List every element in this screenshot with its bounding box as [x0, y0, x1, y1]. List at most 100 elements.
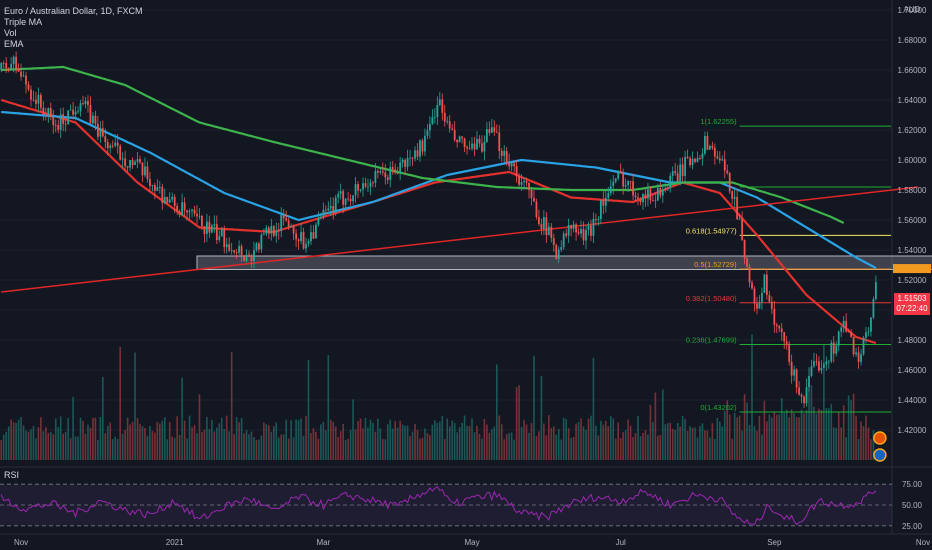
volume-bar: [5, 431, 7, 460]
event-markers[interactable]: [873, 431, 887, 462]
volume-bar: [401, 424, 404, 460]
volume-bar: [746, 402, 748, 460]
volume-bar: [87, 424, 89, 460]
candle-body: [713, 147, 716, 157]
volume-bar: [359, 418, 362, 460]
volume-bar: [320, 424, 322, 460]
candle-body: [738, 218, 741, 220]
volume-bar: [761, 434, 763, 460]
volume-bar: [322, 421, 325, 460]
candle-body: [235, 252, 238, 254]
volume-bar: [382, 438, 384, 460]
candle-body: [20, 71, 22, 77]
candle-body: [463, 138, 466, 147]
trendline-line: [1, 186, 919, 293]
price-tick-label: 1.58000: [898, 186, 927, 195]
price-axis[interactable]: AUD 1.68000 1.66000 1.64000 1.62000 1.60000 1.…: [893, 5, 931, 435]
candle-body: [813, 361, 815, 367]
candle-body: [186, 210, 188, 213]
volume-bar: [369, 419, 372, 460]
candle-body: [711, 145, 714, 148]
candle-body: [513, 163, 516, 167]
time-axis[interactable]: Nov2021MarMayJulSepNov2022MarMayJulSepNo…: [14, 538, 932, 547]
candle-body: [144, 166, 146, 176]
volume-bar: [533, 355, 535, 460]
volume-bar: [32, 426, 35, 460]
support-resistance-zone: [196, 255, 932, 270]
candle-body: [253, 250, 255, 262]
candle-body: [604, 197, 607, 206]
volume-bar: [260, 435, 263, 460]
volume-bar: [290, 420, 292, 460]
candle-body: [461, 136, 464, 139]
volume-bar: [718, 421, 721, 460]
support-zone[interactable]: [196, 255, 932, 270]
candle-body: [820, 367, 823, 371]
candle-body: [99, 128, 102, 137]
candle-body: [567, 225, 570, 236]
volume-bar: [295, 419, 297, 460]
volume-bar: [216, 427, 218, 460]
candle-body: [540, 223, 543, 229]
candle-body: [872, 299, 875, 318]
volume-bar: [476, 425, 478, 460]
volume-bar: [45, 427, 47, 460]
trendline[interactable]: [1, 186, 919, 293]
time-tick-label: Mar: [316, 538, 330, 547]
rsi-label[interactable]: RSI: [4, 470, 20, 480]
volume-bar: [820, 410, 823, 460]
volume-bar: [349, 429, 352, 460]
volume-bar: [339, 431, 342, 460]
candle-body: [49, 108, 52, 118]
candle-body: [312, 232, 315, 239]
volume-bar: [171, 436, 174, 460]
candle-body: [545, 217, 548, 236]
time-tick-label: 2021: [166, 538, 184, 547]
price-tick-label: 1.64000: [898, 96, 927, 105]
candle-body: [25, 75, 27, 85]
candle-body: [267, 227, 270, 234]
candle-body: [416, 150, 419, 157]
candle-body: [847, 331, 850, 333]
candle-body: [114, 142, 117, 146]
candle-body: [818, 361, 820, 371]
time-tick-label: Nov: [916, 538, 930, 547]
candle-body: [689, 158, 691, 166]
volume-bar: [372, 422, 374, 460]
volume-bar: [15, 422, 17, 460]
volume-bar: [701, 423, 704, 460]
candle-body: [57, 125, 60, 130]
volume-bar: [552, 426, 555, 460]
volume-bar: [686, 430, 689, 460]
candle-body: [111, 145, 114, 147]
candle-body: [778, 326, 781, 329]
volume-bar: [748, 424, 751, 460]
indicator-vol[interactable]: Vol: [4, 28, 17, 38]
candle-body: [701, 153, 704, 159]
volume-bar: [354, 429, 357, 460]
candle-body: [2, 63, 5, 64]
candle-body: [552, 238, 555, 245]
symbol-title[interactable]: Euro / Australian Dollar, 1D, FXCM: [4, 6, 143, 16]
candle-body: [342, 191, 345, 205]
volume-bar: [523, 420, 525, 460]
candle-body: [490, 127, 493, 133]
volume-bar: [674, 429, 676, 460]
volume-bar: [463, 415, 466, 460]
candle-body: [448, 121, 451, 129]
indicator-ema[interactable]: EMA: [4, 39, 24, 49]
volume-bar: [59, 416, 62, 460]
volume-bar: [77, 436, 79, 460]
candle-body: [716, 156, 719, 159]
volume-bar: [47, 432, 50, 460]
fib-price-marker: [893, 264, 931, 274]
volume-bar: [131, 421, 134, 460]
volume-bar: [823, 345, 825, 460]
indicator-triple-ma[interactable]: Triple MA: [4, 17, 43, 27]
volume-bar: [587, 418, 590, 460]
candle-body: [329, 206, 332, 209]
volume-bar: [837, 411, 840, 460]
volume-bar: [310, 433, 312, 460]
price-tick-label: 1.42000: [898, 426, 927, 435]
